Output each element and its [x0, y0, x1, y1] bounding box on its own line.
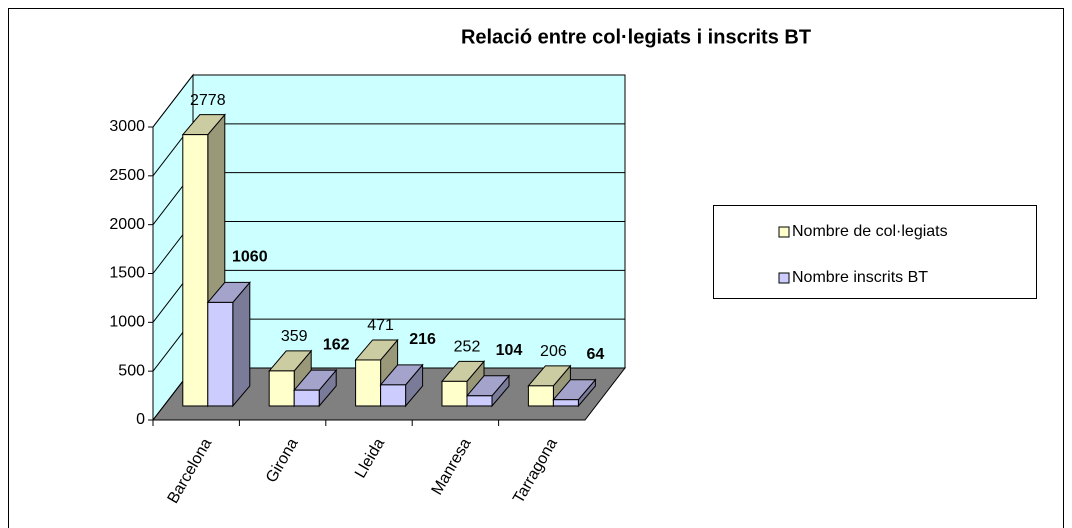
bar: [182, 134, 209, 407]
data-label: 104: [496, 342, 523, 359]
chart-title: Relació entre col·legiats i inscrits BT: [461, 26, 811, 48]
data-label: 471: [367, 317, 394, 334]
y-tick-label: 2500: [109, 167, 145, 184]
data-label: 206: [540, 343, 567, 360]
y-tick-label: 1000: [109, 314, 145, 331]
bar: [552, 399, 579, 407]
bar: [207, 301, 234, 407]
y-tick-label: 0: [136, 411, 145, 428]
legend-box: [713, 205, 1037, 299]
legend-label: Nombre de col·legiats: [792, 223, 948, 240]
y-tick-label: 3000: [109, 118, 145, 135]
bar-side: [232, 281, 251, 408]
bar: [380, 384, 407, 407]
y-tick-label: 2000: [109, 216, 145, 233]
y-tick-label: 500: [118, 362, 145, 379]
legend-label: Nombre inscrits BT: [792, 269, 928, 286]
data-label: 1060: [232, 249, 268, 266]
bar: [441, 380, 468, 407]
data-label: 162: [323, 336, 350, 353]
data-label: 64: [587, 346, 605, 363]
legend-swatch: [778, 272, 790, 284]
bar: [293, 389, 320, 407]
y-tick-label: 1500: [109, 265, 145, 282]
data-label: 2778: [190, 92, 226, 109]
bar: [527, 385, 554, 407]
bar: [355, 359, 382, 407]
data-label: 252: [454, 339, 481, 356]
data-label: 216: [409, 331, 436, 348]
bar: [268, 370, 295, 407]
grid-line: [152, 74, 194, 128]
legend-swatch: [778, 226, 790, 238]
data-label: 359: [281, 328, 308, 345]
bar: [466, 395, 493, 407]
